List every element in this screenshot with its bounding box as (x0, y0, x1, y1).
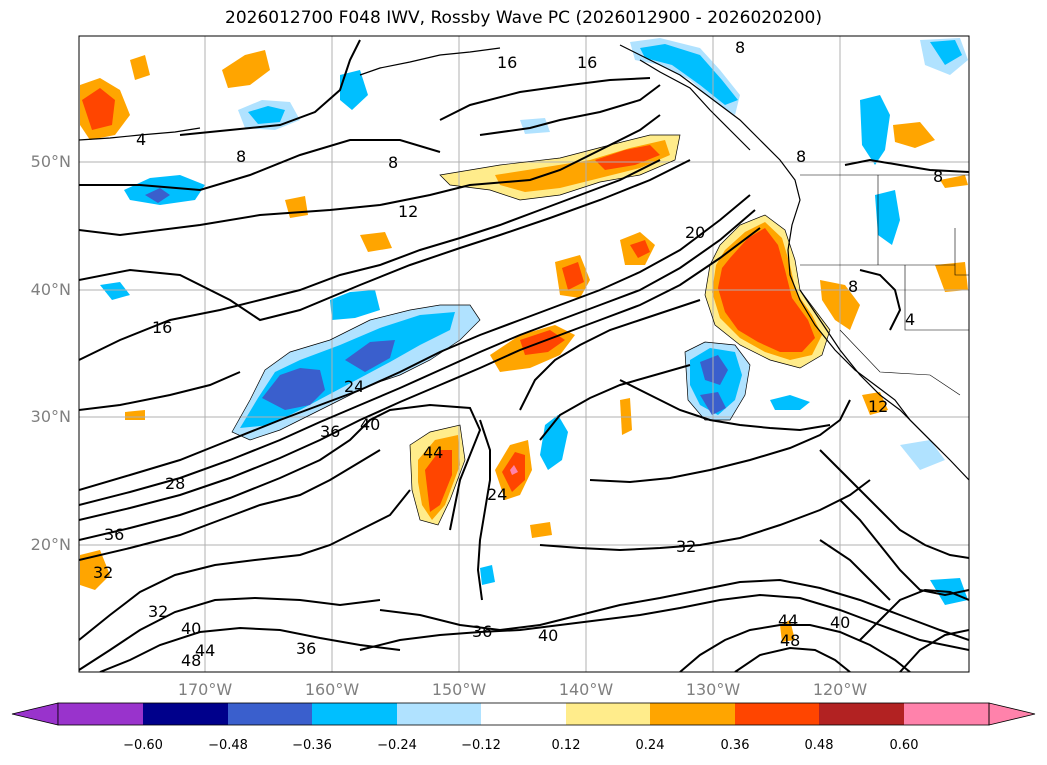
colorbar-tick-label: −0.12 (461, 738, 501, 753)
lon-label: 120°W (812, 680, 868, 699)
contour-label: 8 (735, 38, 745, 57)
colorbar-swatch (566, 703, 650, 725)
contour-label: 32 (93, 563, 113, 582)
colorbar-swatch (228, 703, 312, 725)
contour-label-group: 16 16 8 4 8 8 8 8 12 20 16 24 36 40 44 2… (93, 38, 943, 670)
negative-anomaly-shading (100, 38, 968, 605)
contour-label: 48 (181, 651, 201, 670)
contour-label: 44 (195, 641, 215, 660)
graticule (79, 36, 969, 672)
colorbar-swatch (819, 703, 904, 725)
colorbar-swatch (397, 703, 481, 725)
contour-label: 36 (296, 639, 316, 658)
contour-label: 16 (577, 53, 597, 72)
colorbar-swatch (904, 703, 989, 725)
contour-label: 8 (796, 147, 806, 166)
anomaly-outlines (231, 134, 831, 526)
contour-label: 44 (778, 611, 798, 630)
lon-label: 160°W (304, 680, 360, 699)
contour-label: 36 (472, 622, 492, 641)
lat-label: 30°N (30, 407, 71, 426)
contour-label: 24 (344, 377, 364, 396)
contour-label: 40 (830, 613, 850, 632)
coastlines (79, 44, 969, 481)
lon-label: 150°W (431, 680, 487, 699)
map-frame (78, 35, 970, 673)
contour-label: 32 (676, 537, 696, 556)
colorbar-swatch (650, 703, 735, 725)
map-title: 2026012700 F048 IWV, Rossby Wave PC (202… (225, 8, 822, 28)
colorbar-tick-label: −0.48 (208, 738, 248, 753)
contour-label: 40 (538, 626, 558, 645)
lon-label: 140°W (558, 680, 614, 699)
contour-label: 8 (388, 153, 398, 172)
colorbar-extend-high (988, 702, 1036, 726)
political-borders (800, 174, 969, 396)
lon-label: 130°W (685, 680, 741, 699)
contour-label: 36 (104, 525, 124, 544)
colorbar-extend-low (11, 702, 59, 726)
contour-label: 32 (148, 602, 168, 621)
positive-anomaly-shading (80, 50, 968, 642)
colorbar-outline (57, 702, 990, 726)
colorbar-tick-label: 0.36 (720, 738, 750, 753)
colorbar-tick-label: 0.24 (635, 738, 665, 753)
contour-label: 16 (497, 53, 517, 72)
contour-label: 12 (868, 397, 888, 416)
colorbar-tick-label: 0.48 (804, 738, 834, 753)
colorbar-tick-label: −0.24 (377, 738, 417, 753)
contour-label: 40 (181, 619, 201, 638)
contour-label: 28 (165, 474, 185, 493)
colorbar-swatch (143, 703, 228, 725)
colorbar-swatch (481, 703, 566, 725)
colorbar-tick-label: −0.36 (292, 738, 332, 753)
contour-label: 4 (905, 310, 915, 329)
contour-label: 36 (320, 422, 340, 441)
contour-label: 20 (685, 223, 705, 242)
contour-label: 48 (780, 631, 800, 650)
colorbar-swatch (312, 703, 397, 725)
contour-label: 8 (933, 167, 943, 186)
lon-label: 170°W (177, 680, 233, 699)
lat-label: 20°N (30, 535, 71, 554)
contour-label: 24 (487, 485, 507, 504)
contour-label: 40 (360, 415, 380, 434)
colorbar-tick-label: 0.60 (889, 738, 919, 753)
colorbar-tick-label: 0.12 (551, 738, 581, 753)
contour-label: 16 (152, 318, 172, 337)
contour-label: 44 (423, 443, 443, 462)
colorbar-swatch (735, 703, 819, 725)
contour-label: 12 (398, 202, 418, 221)
map-area: 16 16 8 4 8 8 8 8 12 20 16 24 36 40 44 2… (79, 36, 969, 672)
contour-label: 8 (848, 277, 858, 296)
lat-label: 40°N (30, 280, 71, 299)
colorbar (11, 702, 1036, 726)
lat-label: 50°N (30, 152, 71, 171)
iwv-contours (79, 39, 969, 672)
contour-label: 8 (236, 147, 246, 166)
colorbar-tick-label: −0.60 (123, 738, 163, 753)
colorbar-swatch (58, 703, 143, 725)
contour-label: 4 (136, 130, 146, 149)
